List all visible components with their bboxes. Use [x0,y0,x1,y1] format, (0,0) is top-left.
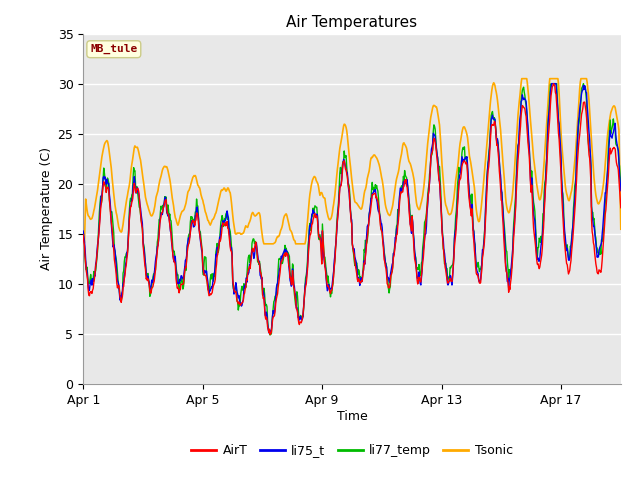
li75_t [99,185,106,191]
Tsonic [275,233,283,239]
Text: MB_tule: MB_tule [90,44,138,54]
li77_temp [514,143,522,148]
li75_t [79,228,87,234]
Tsonic [99,151,106,156]
Tsonic [79,241,87,247]
AirT [99,189,106,194]
AirT [79,232,87,238]
Tsonic [617,227,625,232]
Line: li75_t: li75_t [83,84,621,333]
Tsonic [513,120,521,126]
Tsonic [384,210,392,216]
AirT [617,205,625,211]
Line: li77_temp: li77_temp [83,84,621,335]
AirT [385,285,392,291]
li75_t [206,288,214,293]
AirT [514,156,522,162]
Line: AirT: AirT [83,84,621,335]
li75_t [266,330,274,336]
li75_t [276,266,284,272]
AirT [266,332,274,337]
Tsonic [518,76,525,82]
li75_t [548,81,556,86]
AirT [276,274,284,280]
li77_temp [99,186,106,192]
li75_t [514,143,522,149]
li77_temp [304,242,312,248]
li77_temp [276,256,284,262]
li75_t [385,275,392,281]
Line: Tsonic: Tsonic [83,79,621,244]
AirT [206,292,214,298]
li75_t [617,188,625,193]
Tsonic [303,219,311,225]
li77_temp [617,180,625,186]
Y-axis label: Air Temperature (C): Air Temperature (C) [40,147,53,270]
X-axis label: Time: Time [337,409,367,422]
li75_t [304,252,312,257]
Tsonic [206,221,214,227]
li77_temp [547,81,555,86]
li77_temp [385,286,392,291]
Legend: AirT, li75_t, li77_temp, Tsonic: AirT, li75_t, li77_temp, Tsonic [186,439,518,462]
AirT [550,81,557,86]
AirT [304,256,312,262]
li77_temp [206,287,214,293]
li77_temp [79,232,87,238]
Title: Air Temperatures: Air Temperatures [287,15,417,30]
li77_temp [266,332,274,338]
